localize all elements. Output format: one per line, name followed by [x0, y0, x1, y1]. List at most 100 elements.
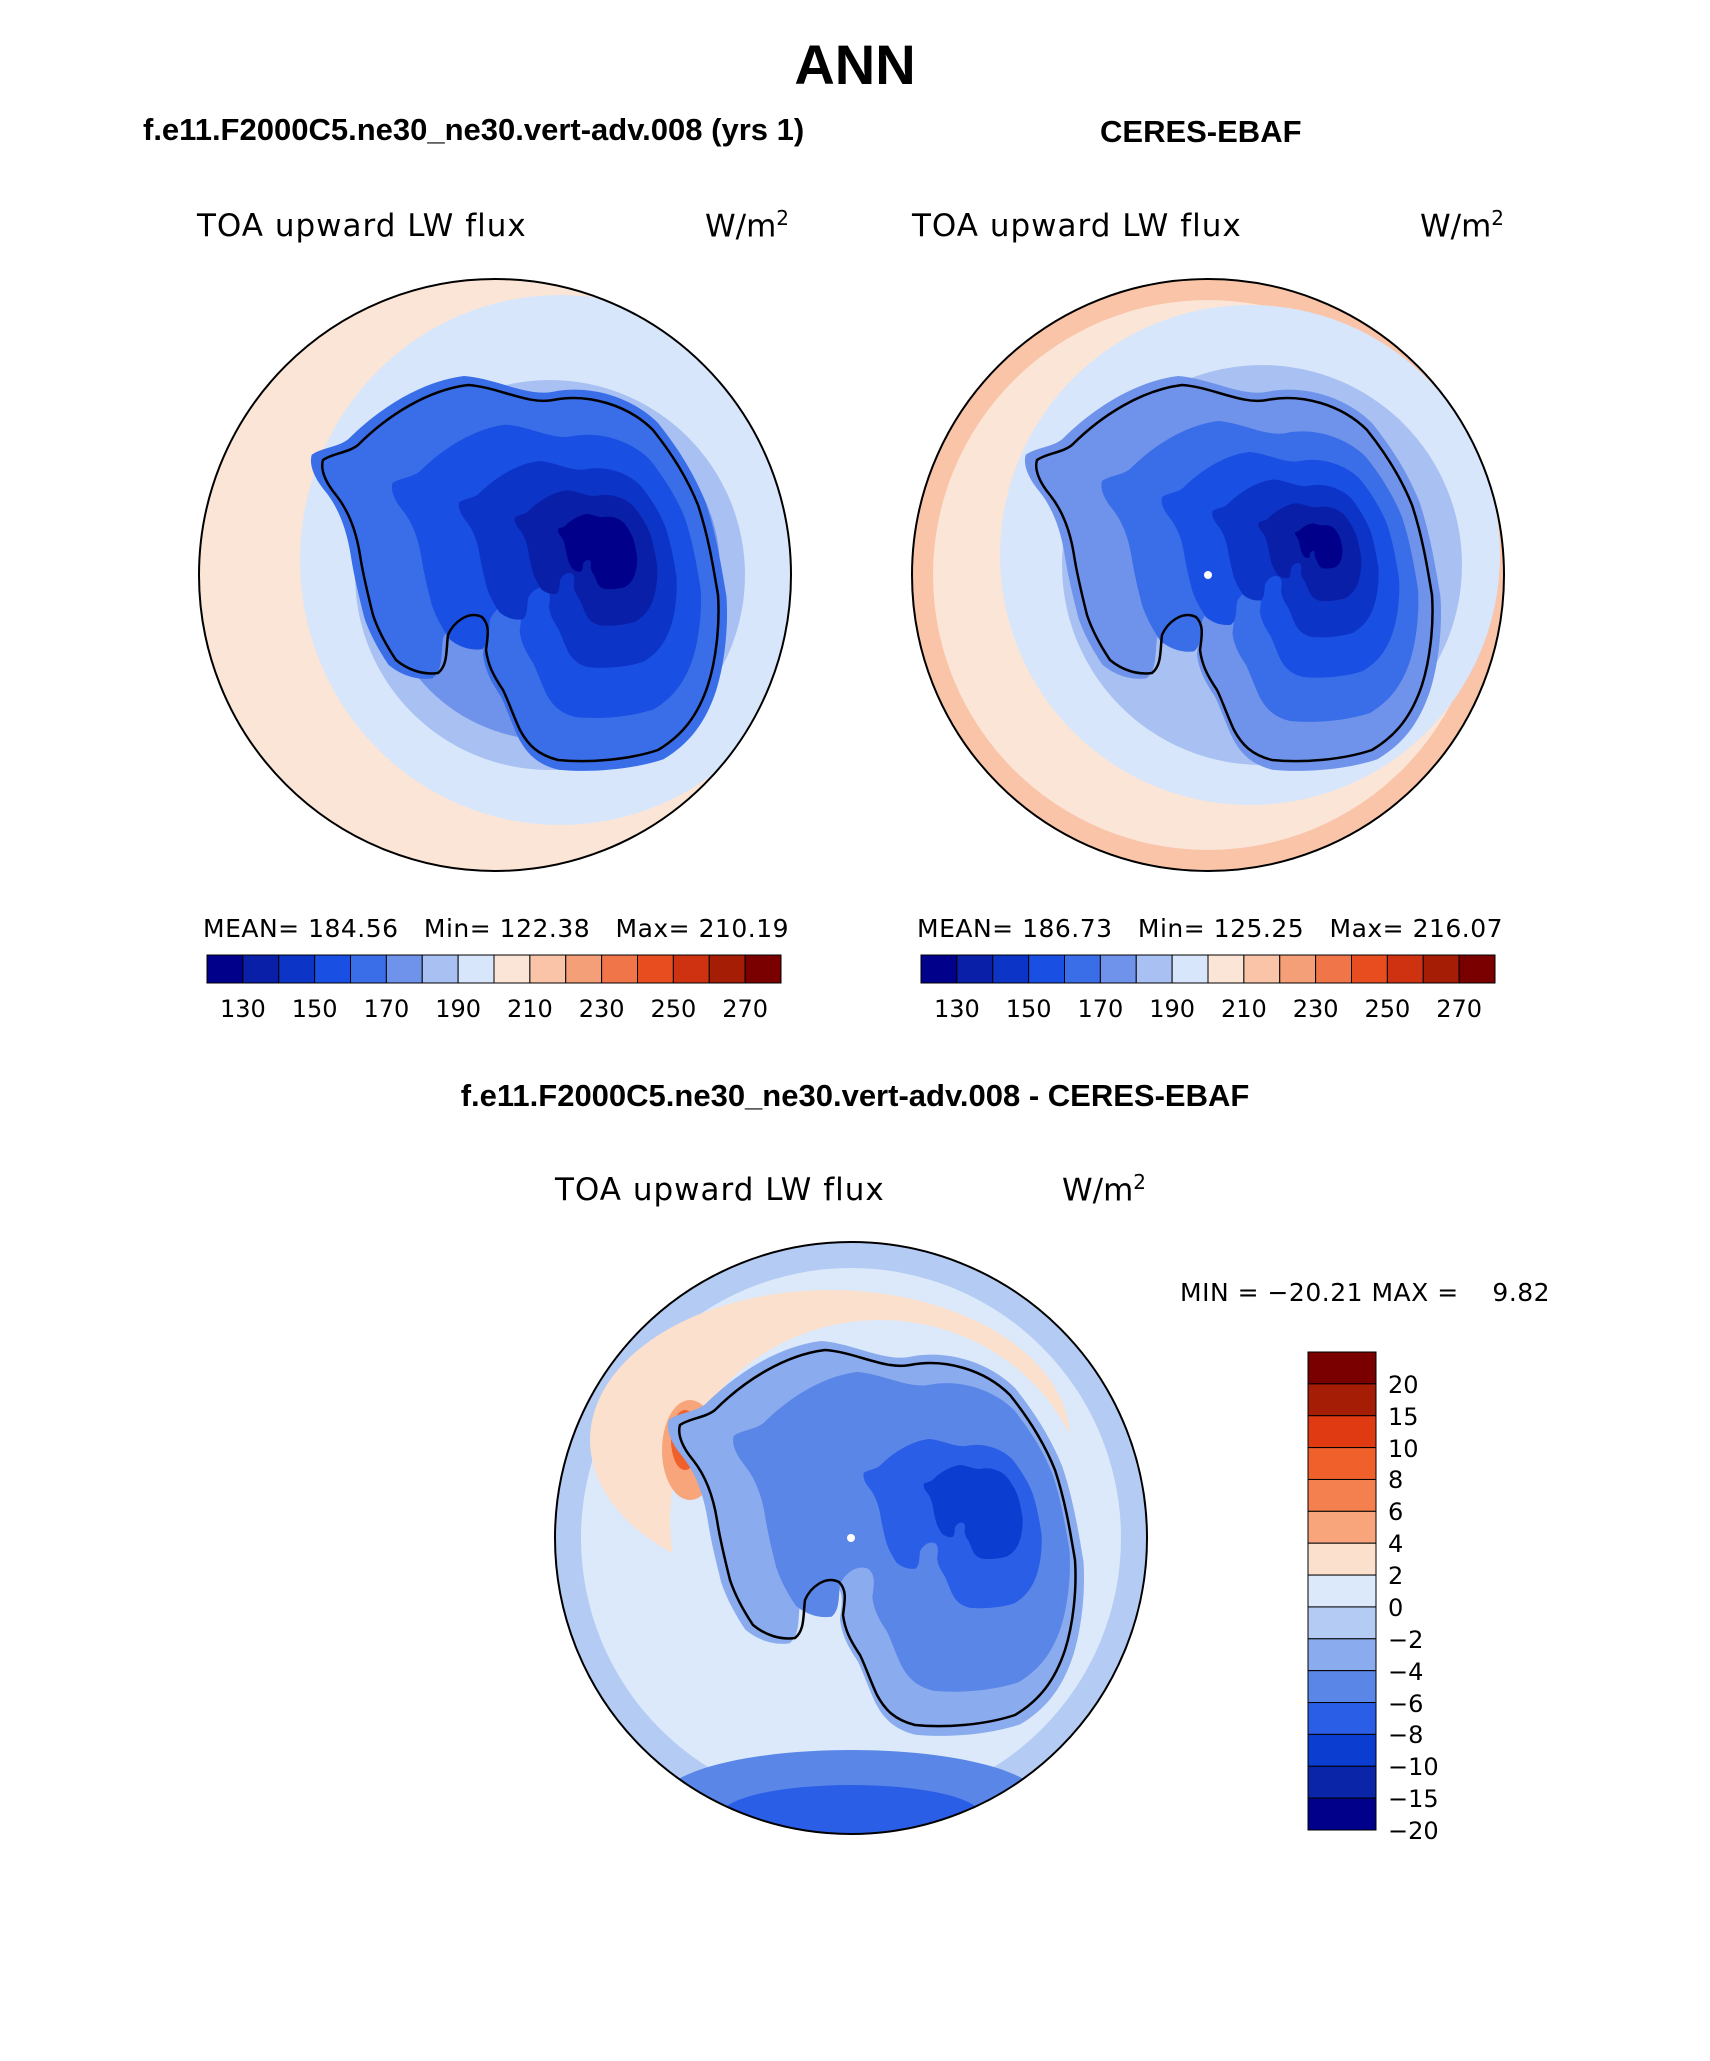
colorbar-diff-tick-label: −8: [1388, 1721, 1424, 1750]
colorbar-diff-swatch: [1307, 1702, 1377, 1735]
colorbar-right-swatch: [1099, 954, 1137, 984]
colorbar-diff-swatch: [1307, 1797, 1377, 1831]
colorbar-left-swatch: [242, 954, 280, 984]
map-right-border: [911, 278, 1505, 872]
colorbar-diff-tick-label: 6: [1388, 1498, 1404, 1527]
colorbar-right-tick-label: 230: [1292, 995, 1339, 1023]
colorbar-left: [206, 954, 782, 984]
colorbar-diff-tick-label: −20: [1388, 1817, 1439, 1845]
colorbar-diff-tick-label: 4: [1388, 1530, 1404, 1559]
panel-left-field-label: TOA upward LW flux: [197, 208, 527, 244]
colorbar-right-swatch: [1458, 954, 1496, 984]
colorbar-left-swatch: [314, 954, 351, 984]
panel-left-case-title: f.e11.F2000C5.ne30_ne30.vert-adv.008 (yr…: [143, 112, 805, 147]
map-diff-border: [554, 1241, 1148, 1835]
colorbar-diff-swatch: [1307, 1415, 1377, 1449]
colorbar-left-tick-label: 210: [506, 995, 553, 1023]
figure-title: ANN: [794, 33, 916, 96]
colorbar-left-swatch: [206, 954, 244, 984]
colorbar-left-swatch: [529, 954, 567, 984]
colorbar-right-swatch: [920, 954, 958, 984]
colorbar-diff-tick-label: 15: [1388, 1402, 1419, 1431]
colorbar-diff-tick-label: −6: [1388, 1689, 1424, 1718]
colorbar-diff-swatch: [1307, 1765, 1377, 1799]
colorbar-diff-tick-label: 8: [1388, 1466, 1404, 1495]
colorbar-left-tick-label: 250: [650, 995, 697, 1023]
colorbar-left-swatch: [493, 954, 531, 984]
colorbar-left-swatch: [457, 954, 495, 984]
colorbar-right-swatch: [1422, 954, 1460, 984]
colorbar-diff: [1307, 1351, 1377, 1831]
colorbar-left-tick-label: 150: [291, 995, 338, 1023]
colorbar-diff-swatch: [1307, 1670, 1377, 1704]
diff-title: f.e11.F2000C5.ne30_ne30.vert-adv.008 - C…: [460, 1078, 1250, 1113]
colorbar-diff-tick-label: −4: [1388, 1657, 1424, 1686]
colorbar-diff-swatch: [1307, 1606, 1377, 1640]
colorbar-right-tick-label: 150: [1005, 995, 1052, 1023]
colorbar-right-swatch: [1171, 954, 1209, 984]
map-left-border: [198, 278, 792, 872]
colorbar-left-tick-label: 170: [363, 995, 410, 1023]
colorbar-diff-swatch: [1307, 1447, 1377, 1480]
colorbar-diff-tick-label: −2: [1388, 1625, 1424, 1654]
colorbar-left-swatch: [350, 954, 387, 984]
map-right: [912, 279, 1504, 871]
colorbar-right-swatch: [1243, 954, 1281, 984]
colorbar-right-swatch: [1386, 954, 1424, 984]
colorbar-right-swatch: [1279, 954, 1317, 984]
colorbar-right-swatch: [1135, 954, 1173, 984]
colorbar-diff-tick-label: −15: [1388, 1785, 1439, 1814]
colorbar-left-swatch: [637, 954, 674, 984]
colorbar-right-swatch: [992, 954, 1030, 984]
colorbar-right-swatch: [1207, 954, 1245, 984]
colorbar-right-swatch: [956, 954, 994, 984]
colorbar-diff-swatch: [1307, 1478, 1377, 1512]
colorbar-right: [920, 954, 1496, 984]
colorbar-right-tick-label: 210: [1220, 995, 1267, 1023]
panel-left-units: W/m2: [705, 206, 790, 245]
colorbar-right-tick-label: 130: [933, 995, 980, 1023]
colorbar-left-tick-label: 130: [219, 995, 266, 1023]
colorbar-left-swatch: [708, 954, 746, 984]
colorbar-left-swatch: [278, 954, 316, 984]
colorbar-diff-swatch: [1307, 1510, 1377, 1544]
colorbar-right-tick-label: 190: [1149, 995, 1196, 1023]
colorbar-diff-tick-label: 20: [1388, 1370, 1419, 1399]
colorbar-diff-swatch: [1307, 1351, 1377, 1385]
colorbar-diff-swatch: [1307, 1574, 1377, 1608]
colorbar-right-swatch: [1064, 954, 1101, 984]
colorbar-right-swatch: [1315, 954, 1352, 984]
diff-minmax: MIN = −20.21 MAX = 9.82: [1180, 1278, 1551, 1307]
colorbar-diff-swatch: [1307, 1638, 1377, 1672]
colorbar-diff-tick-label: −10: [1388, 1753, 1439, 1782]
panel-right-case-title: CERES-EBAF: [1100, 114, 1302, 149]
panel-right-stats: MEAN= 186.73 Min= 125.25 Max= 216.07: [917, 914, 1504, 943]
colorbar-diff-swatch: [1307, 1383, 1377, 1417]
colorbar-left-tick-label: 270: [722, 995, 769, 1023]
panel-right-units: W/m2: [1420, 206, 1505, 245]
panel-right-field-label: TOA upward LW flux: [912, 208, 1242, 244]
diff-units: W/m2: [1062, 1170, 1147, 1209]
colorbar-left-swatch: [385, 954, 423, 984]
colorbar-left-swatch: [421, 954, 459, 984]
colorbar-left-swatch: [672, 954, 710, 984]
colorbar-left-tick-label: 230: [578, 995, 625, 1023]
colorbar-left-swatch: [565, 954, 603, 984]
diff-field-label: TOA upward LW flux: [555, 1172, 885, 1208]
colorbar-left-swatch: [601, 954, 638, 984]
map-diff: [555, 1242, 1147, 1834]
colorbar-diff-tick-label: 10: [1388, 1434, 1419, 1463]
panel-left-stats: MEAN= 184.56 Min= 122.38 Max= 210.19: [203, 914, 790, 943]
colorbar-left-tick-label: 190: [435, 995, 482, 1023]
map-left: [199, 279, 791, 871]
colorbar-right-swatch: [1351, 954, 1388, 984]
colorbar-right-tick-label: 170: [1077, 995, 1124, 1023]
colorbar-diff-swatch: [1307, 1542, 1377, 1576]
colorbar-right-swatch: [1028, 954, 1065, 984]
colorbar-diff-swatch: [1307, 1733, 1377, 1767]
colorbar-diff-tick-label: 0: [1388, 1593, 1404, 1622]
colorbar-right-tick-label: 250: [1364, 995, 1411, 1023]
colorbar-diff-tick-label: 2: [1388, 1562, 1404, 1591]
colorbar-left-swatch: [744, 954, 782, 984]
